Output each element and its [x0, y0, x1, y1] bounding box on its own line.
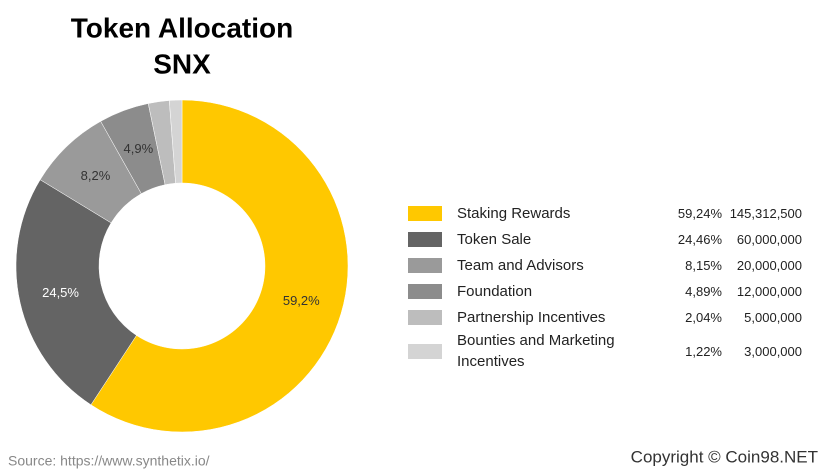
chart-title: Token Allocation	[71, 12, 293, 43]
legend-swatch	[408, 283, 442, 299]
legend-amount: 145,312,500	[729, 205, 802, 221]
legend-row: Bounties and Marketing Incentives 1,22% 3,…	[408, 330, 818, 372]
slice-label: 24,5%	[42, 285, 79, 300]
chart-subtitle: SNX	[153, 48, 211, 79]
legend-swatch	[408, 205, 442, 221]
copyright: Copyright © Coin98.NET	[631, 447, 818, 466]
legend-amount: 12,000,000	[736, 283, 802, 299]
source: Source: https://www.synthetix.io/	[8, 453, 210, 469]
slice-label: 4,9%	[124, 141, 154, 156]
legend-row: Foundation 4,89% 12,000,000	[408, 278, 818, 304]
legend-amount: 20,000,000	[736, 257, 802, 273]
slice-label: 8,2%	[81, 168, 111, 183]
legend-percent: 8,15%	[685, 257, 722, 273]
legend-label: Staking Rewards	[457, 204, 571, 222]
legend-amount: 3,000,000	[744, 343, 802, 359]
legend-label: Foundation	[457, 282, 533, 300]
legend: Staking Rewards 59,24% 145,312,500 Token Sa…	[408, 200, 818, 372]
legend-percent: 59,24%	[677, 205, 722, 221]
legend-swatch	[408, 309, 442, 325]
legend-label: Bounties and Marketing Incentives	[457, 332, 615, 370]
slice-label: 59,2%	[283, 293, 320, 308]
donut: 59,2% 24,5% 8,2% 4,9%	[15, 99, 349, 433]
legend-amount: 5,000,000	[744, 309, 802, 325]
legend-label: Partnership Incentives	[457, 308, 606, 326]
legend-row: Partnership Incentives 2,04% 5,000,000	[408, 304, 818, 330]
legend-percent: 2,04%	[685, 309, 722, 325]
slice	[90, 99, 349, 433]
legend-amount: 60,000,000	[736, 231, 802, 247]
legend-swatch	[408, 231, 442, 247]
legend-label: Team and Advisors	[457, 256, 584, 274]
legend-percent: 24,46%	[677, 231, 722, 247]
slice	[169, 99, 183, 184]
legend-row: Team and Advisors 8,15% 20,000,000	[408, 252, 818, 278]
legend-percent: 1,22%	[685, 343, 722, 359]
legend-row: Staking Rewards 59,24% 145,312,500	[408, 200, 818, 226]
legend-swatch	[408, 257, 442, 273]
slice	[15, 179, 137, 406]
legend-swatch	[408, 343, 442, 359]
legend-label: Token Sale	[457, 230, 532, 248]
legend-row: Token Sale 24,46% 60,000,000	[408, 226, 818, 252]
legend-percent: 4,89%	[685, 283, 722, 299]
